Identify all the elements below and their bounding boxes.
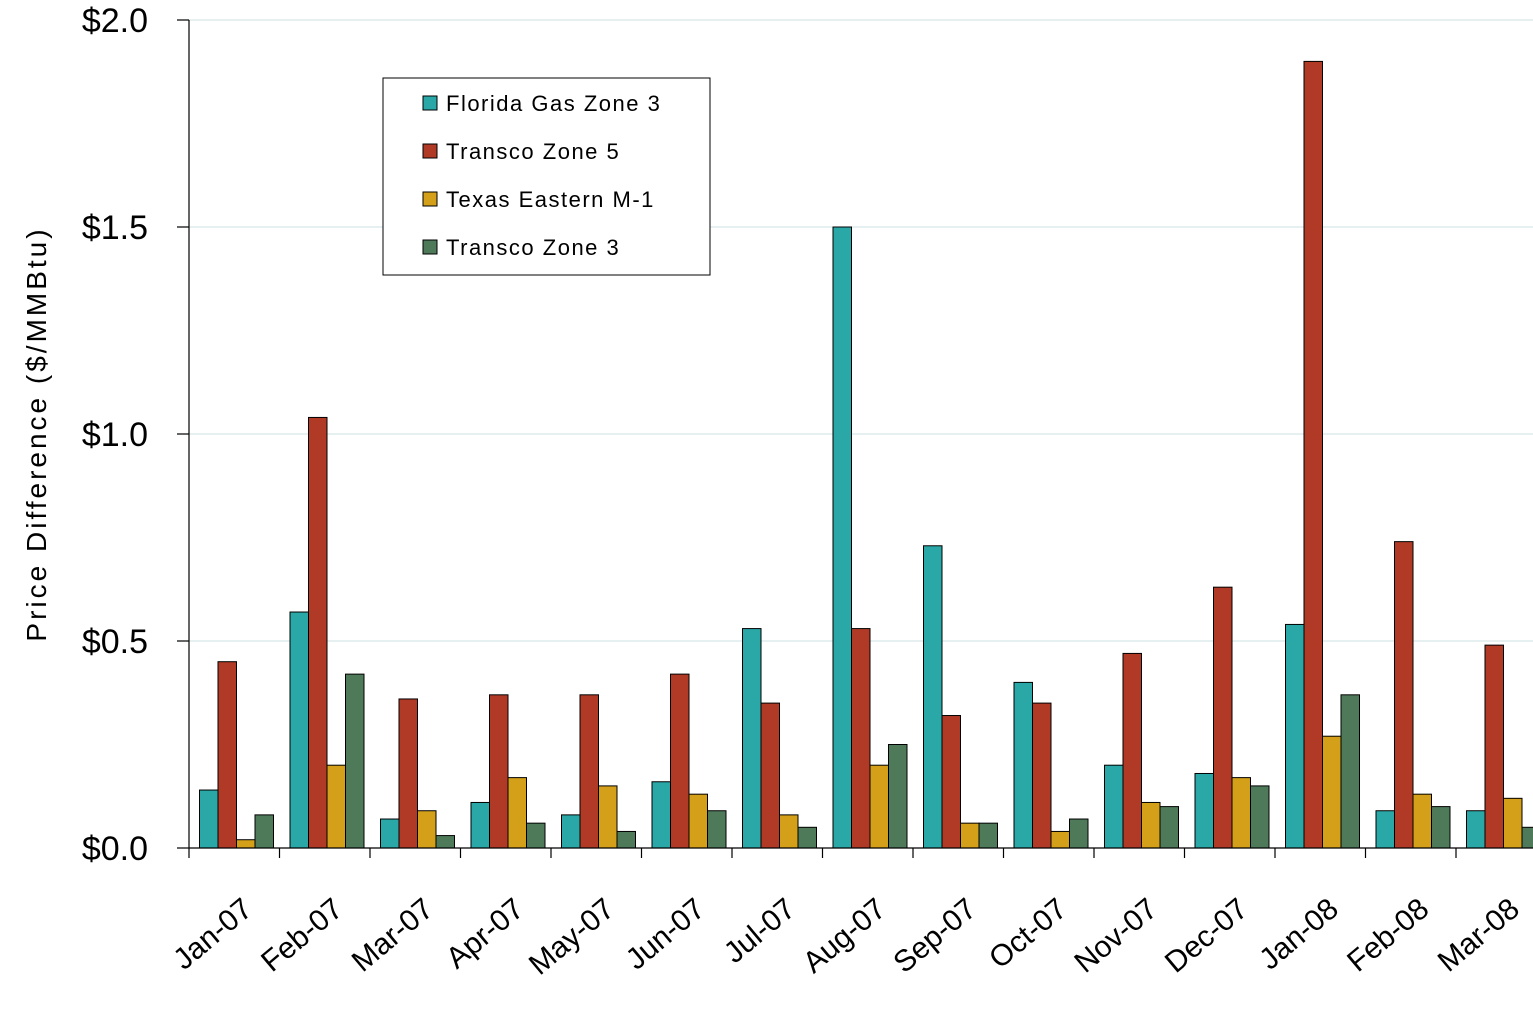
bar xyxy=(1521,826,1533,849)
bar xyxy=(616,830,636,849)
x-tick-label: Jan-08 xyxy=(1253,892,1344,976)
bar xyxy=(1412,793,1432,849)
x-tick-label: Feb-08 xyxy=(1341,892,1435,978)
bar xyxy=(561,814,581,849)
legend-swatch xyxy=(422,239,438,255)
bar xyxy=(1394,541,1414,849)
bar xyxy=(1122,652,1142,849)
bar xyxy=(1503,797,1523,849)
y-tick-label: $1.0 xyxy=(82,416,148,454)
bar xyxy=(978,822,998,849)
bar xyxy=(1013,681,1033,849)
bar xyxy=(1104,764,1124,849)
bar xyxy=(670,673,690,849)
bar xyxy=(1050,830,1070,849)
bar xyxy=(888,744,908,849)
bar xyxy=(236,839,256,849)
bar xyxy=(1375,810,1395,849)
bar xyxy=(507,777,527,849)
legend-label: Texas Eastern M-1 xyxy=(446,187,655,212)
bar xyxy=(651,781,671,849)
bar xyxy=(1231,777,1251,849)
bar xyxy=(199,789,219,849)
bar xyxy=(1032,702,1052,849)
bars xyxy=(199,60,1533,849)
y-axis-title: Price Difference ($/MMBtu) xyxy=(21,226,52,641)
bar xyxy=(707,810,727,849)
bar xyxy=(254,814,274,849)
bar xyxy=(851,628,871,849)
bar xyxy=(398,698,418,849)
axes xyxy=(177,19,1533,858)
bar xyxy=(417,810,437,849)
bar xyxy=(598,785,618,849)
x-tick-label: Nov-07 xyxy=(1068,892,1163,979)
bar xyxy=(1213,586,1233,849)
bar xyxy=(1250,785,1270,849)
bar xyxy=(941,715,961,849)
legend-swatch xyxy=(422,95,438,111)
bar xyxy=(742,628,762,849)
y-tick-label: $2.0 xyxy=(82,2,148,40)
bar xyxy=(217,661,237,849)
x-tick-label: Jun-07 xyxy=(620,892,711,976)
bar xyxy=(579,694,599,849)
x-tick-label: Jan-07 xyxy=(167,892,258,976)
legend-label: Transco Zone 5 xyxy=(446,139,620,164)
x-tick-label: Sep-07 xyxy=(887,892,982,979)
x-tick-label: Dec-07 xyxy=(1159,892,1254,979)
bar xyxy=(380,818,400,849)
bar xyxy=(1285,623,1305,849)
bar xyxy=(1159,806,1179,849)
bar xyxy=(1484,644,1504,849)
x-tick-label: May-07 xyxy=(523,892,621,982)
legend-label: Transco Zone 3 xyxy=(446,235,620,260)
bar xyxy=(832,226,852,849)
bar xyxy=(308,416,328,849)
bar xyxy=(760,702,780,849)
bar xyxy=(923,545,943,849)
x-tick-label: Feb-07 xyxy=(255,892,349,978)
bar xyxy=(289,611,309,849)
bar xyxy=(345,673,365,849)
bar xyxy=(1431,806,1451,849)
bar xyxy=(1194,772,1214,849)
legend-swatch xyxy=(422,191,438,207)
bar xyxy=(688,793,708,849)
bar xyxy=(489,694,509,849)
bar xyxy=(869,764,889,849)
legend-label: Florida Gas Zone 3 xyxy=(446,91,661,116)
y-tick-label: $0.0 xyxy=(82,830,148,868)
bar xyxy=(435,835,455,849)
bar xyxy=(1069,818,1089,849)
bar xyxy=(1322,735,1342,849)
x-tick-label: Mar-07 xyxy=(346,892,440,978)
bar xyxy=(1141,801,1161,849)
legend: Florida Gas Zone 3 Transco Zone 5 Texas Ea… xyxy=(382,77,711,276)
bar xyxy=(960,822,980,849)
bar xyxy=(526,822,546,849)
bar xyxy=(779,814,799,849)
bar xyxy=(1466,810,1486,849)
legend-swatch xyxy=(422,143,438,159)
bar xyxy=(470,801,490,849)
y-tick-label: $0.5 xyxy=(82,623,148,661)
bar xyxy=(797,826,817,849)
x-tick-label: Jul-07 xyxy=(718,892,802,970)
x-tick-label: Aug-07 xyxy=(797,892,892,979)
bar xyxy=(326,764,346,849)
x-tick-label: Mar-08 xyxy=(1432,892,1526,978)
bar xyxy=(1340,694,1360,849)
y-tick-label: $1.5 xyxy=(82,209,148,247)
x-tick-label: Oct-07 xyxy=(983,892,1073,975)
x-tick-label: Apr-07 xyxy=(440,892,530,975)
bar xyxy=(1303,60,1323,849)
